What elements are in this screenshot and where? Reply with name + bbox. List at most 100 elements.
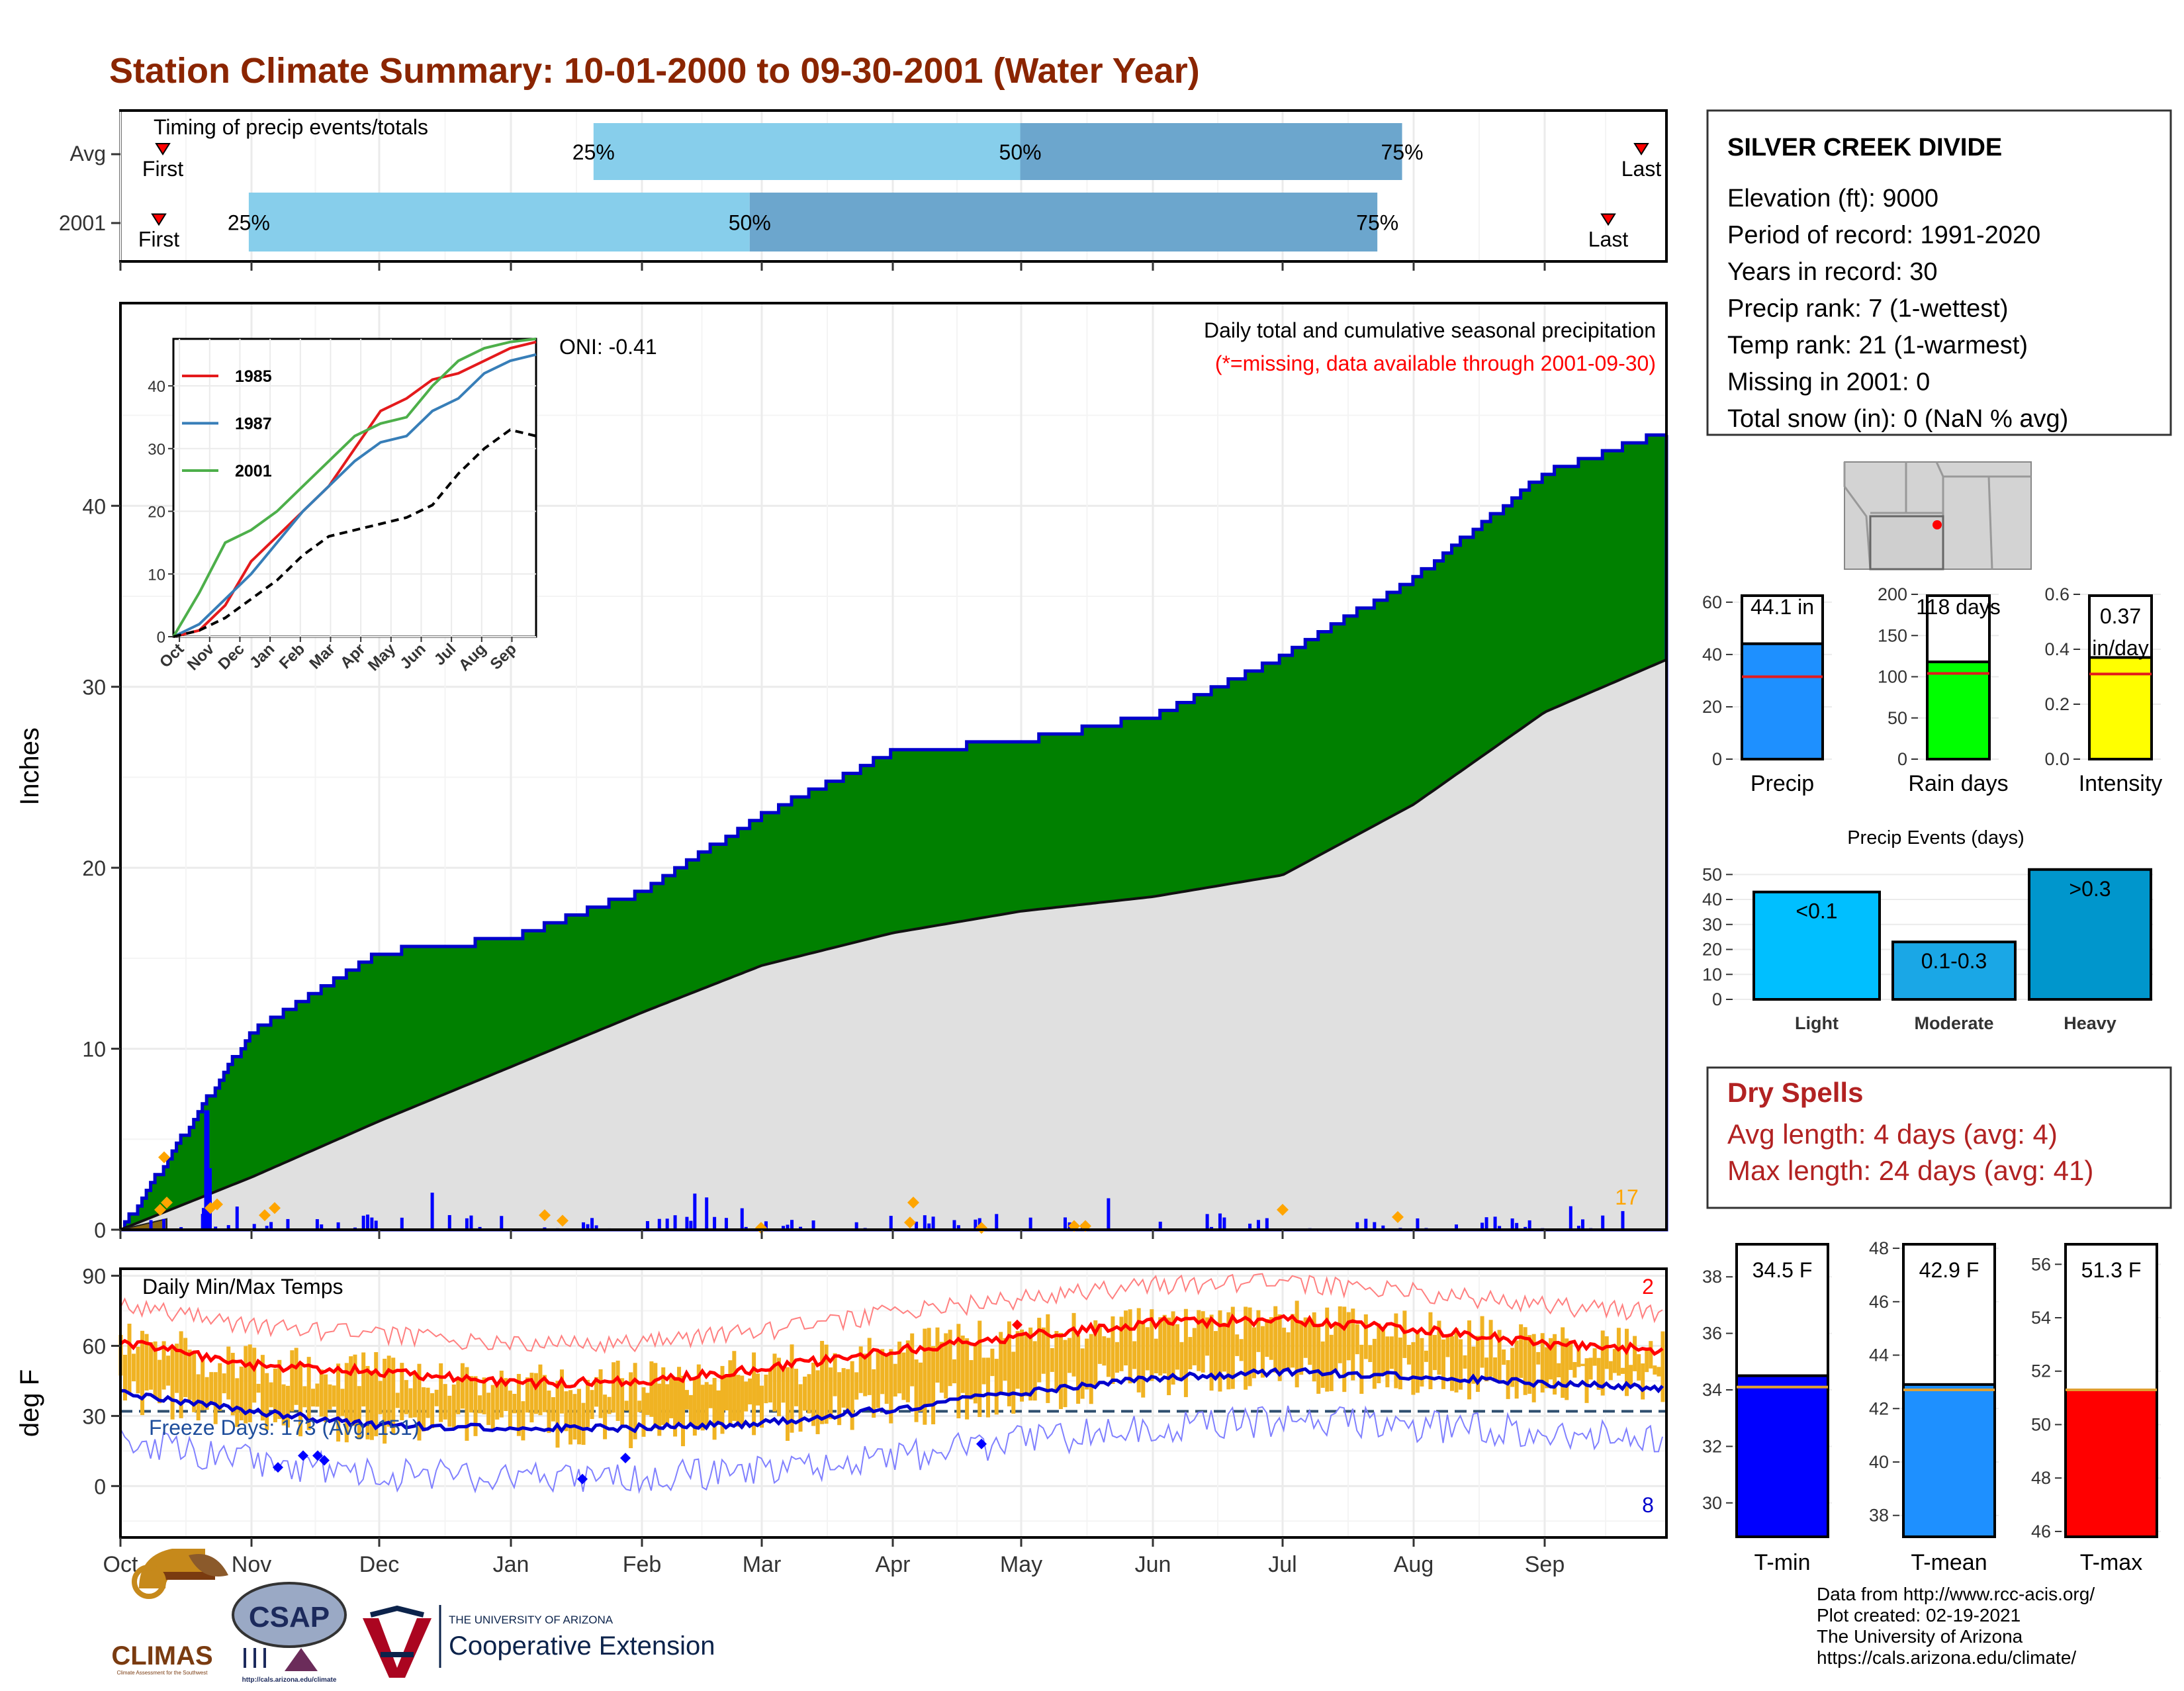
daily-temp-bar <box>915 1359 919 1422</box>
daily-temp-bar <box>1342 1306 1346 1392</box>
daily-precip-bar <box>1485 1217 1488 1230</box>
daily-temp-bar <box>1188 1337 1192 1369</box>
station-info-line: Precip rank: 7 (1-wettest) <box>1727 295 2008 323</box>
daily-precip-bar <box>693 1193 696 1230</box>
p25-label: 25% <box>572 140 615 164</box>
daily-temp-bar <box>1321 1342 1325 1388</box>
daily-temp-bar <box>396 1393 400 1408</box>
daily-temp-bar <box>586 1380 590 1427</box>
daily-temp-bar <box>756 1373 760 1405</box>
daily-precip-bar <box>500 1216 503 1230</box>
daily-temp-bar <box>1016 1331 1020 1389</box>
daily-temp-bar <box>404 1380 408 1414</box>
daily-temp-bar <box>1316 1324 1320 1394</box>
daily-temp-bar <box>495 1383 499 1420</box>
daily-temp-bar <box>768 1369 772 1402</box>
temp-stat-bar <box>1903 1385 1995 1537</box>
events-ytick: 20 <box>1702 940 1722 960</box>
month-tick-label: Jul <box>1268 1552 1297 1577</box>
dry-spells-max: Max length: 24 days (avg: 41) <box>1727 1155 2093 1186</box>
daily-temp-bar <box>149 1342 153 1390</box>
temp-panel: Daily Min/Max Temps Freeze Days: 173 (Av… <box>15 1265 1666 1577</box>
stat-ytick: 0.6 <box>2044 584 2070 604</box>
daily-temp-bar <box>1235 1334 1239 1356</box>
daily-temp-bar <box>1441 1340 1445 1389</box>
daily-temp-bar <box>209 1372 213 1405</box>
p75-label: 75% <box>1381 140 1424 164</box>
daily-temp-bar <box>649 1361 653 1417</box>
daily-temp-bar <box>183 1338 187 1397</box>
temp-stat-label: T-max <box>2080 1550 2142 1575</box>
daily-temp-bar <box>1351 1308 1355 1381</box>
daily-precip-bar <box>705 1197 708 1230</box>
daily-temp-bar <box>430 1393 434 1428</box>
precip-ytick: 40 <box>82 494 106 518</box>
temp-stat-ytick: 40 <box>1869 1452 1889 1472</box>
daily-temp-bar <box>1291 1314 1295 1367</box>
daily-temp-bar <box>1519 1324 1523 1378</box>
daily-temp-bar <box>608 1397 612 1414</box>
temp-stat-ytick: 56 <box>2031 1254 2051 1274</box>
daily-temp-bar <box>1536 1352 1540 1365</box>
daily-temp-bar <box>1633 1336 1637 1371</box>
daily-precip-bar <box>689 1221 692 1230</box>
daily-temp-bar <box>302 1386 306 1407</box>
daily-temp-bar <box>349 1356 353 1422</box>
daily-temp-bar <box>1179 1342 1183 1379</box>
daily-temp-bar <box>1347 1312 1351 1361</box>
daily-temp-bar <box>978 1321 981 1418</box>
daily-temp-bar <box>551 1397 555 1422</box>
daily-precip-bar <box>162 1219 165 1230</box>
p25-label: 25% <box>228 211 270 235</box>
temp-stat-ytick: 52 <box>2031 1361 2051 1381</box>
daily-temp-bar <box>1402 1310 1406 1358</box>
daily-temp-bar <box>452 1385 456 1430</box>
daily-precip-bar <box>741 1209 744 1230</box>
daily-temp-bar <box>1653 1365 1657 1375</box>
daily-temp-bar <box>1661 1332 1664 1402</box>
daily-precip-bar <box>1257 1220 1260 1230</box>
daily-temp-bar <box>1124 1310 1128 1365</box>
daily-temp-bar <box>669 1378 673 1418</box>
daily-temp-bar <box>1059 1333 1063 1409</box>
precip-events-chart: Precip Events (days) 01020304050<0.1Ligh… <box>1702 827 2154 1033</box>
daily-precip-bar <box>923 1215 927 1230</box>
daily-temp-bar <box>320 1369 324 1416</box>
timing-row-label-2001: 2001 <box>59 211 106 235</box>
station-info-line: Missing in 2001: 0 <box>1727 369 1930 396</box>
daily-temp-bar <box>807 1374 811 1413</box>
event-bar-label: 0.1-0.3 <box>1921 949 1987 973</box>
daily-temp-bar <box>705 1382 709 1428</box>
daily-precip-bar <box>370 1218 373 1230</box>
daily-temp-bar <box>295 1348 298 1405</box>
daily-temp-bar <box>1184 1309 1188 1397</box>
station-info-line: Years in record: 30 <box>1727 258 1938 286</box>
daily-temp-bar <box>1085 1339 1089 1390</box>
last-label: Last <box>1588 228 1629 251</box>
daily-temp-bar <box>328 1385 332 1410</box>
temp-stat-ytick: 48 <box>1869 1238 1889 1258</box>
daily-temp-bar <box>625 1400 629 1410</box>
footer-line: The University of Arizona <box>1817 1626 2023 1647</box>
daily-temp-bar <box>1649 1341 1653 1368</box>
daily-temp-bar <box>1565 1338 1569 1400</box>
daily-temp-bar <box>1390 1336 1394 1369</box>
daily-temp-bar <box>1455 1328 1459 1393</box>
daily-temp-bar <box>713 1378 717 1440</box>
daily-temp-bar <box>577 1389 581 1444</box>
daily-temp-bar <box>1128 1309 1132 1383</box>
daily-temp-bar <box>1011 1351 1015 1414</box>
daily-precip-bar <box>812 1220 815 1230</box>
precip-missing-note: (*=missing, data available through 2001-… <box>1215 351 1656 375</box>
daily-temp-bar <box>782 1367 786 1402</box>
daily-temp-bar <box>1068 1338 1071 1373</box>
daily-temp-bar <box>665 1384 669 1424</box>
daily-temp-bar <box>1617 1328 1621 1375</box>
daily-precip-bar <box>995 1214 998 1230</box>
daily-temp-bar <box>876 1349 880 1408</box>
month-tick-label: Mar <box>743 1552 782 1577</box>
daily-temp-bar <box>171 1347 175 1419</box>
temp-ytick: 30 <box>82 1404 106 1428</box>
daily-temp-bar <box>315 1383 319 1406</box>
daily-precip-bar <box>448 1215 451 1230</box>
